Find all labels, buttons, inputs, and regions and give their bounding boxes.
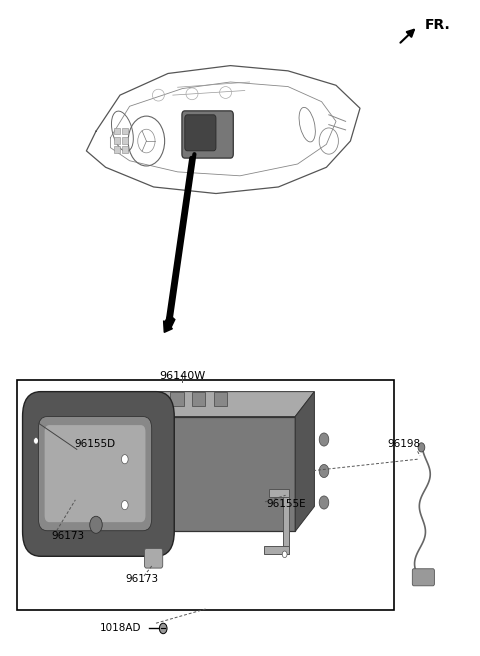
Circle shape bbox=[282, 551, 287, 558]
FancyBboxPatch shape bbox=[45, 425, 145, 522]
FancyArrow shape bbox=[164, 314, 175, 333]
Circle shape bbox=[319, 496, 329, 509]
FancyBboxPatch shape bbox=[412, 569, 434, 586]
Circle shape bbox=[319, 433, 329, 446]
Bar bbox=[283, 489, 289, 554]
FancyBboxPatch shape bbox=[122, 417, 295, 531]
Bar bbox=[170, 392, 184, 406]
Text: 96173: 96173 bbox=[52, 531, 85, 541]
Bar bbox=[149, 392, 162, 406]
Bar bbox=[114, 146, 120, 153]
Polygon shape bbox=[122, 392, 314, 417]
Bar bbox=[214, 392, 227, 406]
FancyBboxPatch shape bbox=[144, 548, 163, 568]
Bar bbox=[114, 137, 120, 144]
Bar bbox=[34, 420, 57, 428]
Bar bbox=[114, 128, 120, 134]
Polygon shape bbox=[295, 392, 314, 531]
Bar bbox=[269, 489, 289, 497]
Text: 96155E: 96155E bbox=[266, 499, 306, 508]
Circle shape bbox=[319, 464, 329, 478]
Bar bbox=[17, 380, 394, 610]
Circle shape bbox=[418, 443, 425, 452]
Circle shape bbox=[159, 623, 167, 634]
FancyBboxPatch shape bbox=[182, 111, 233, 158]
Circle shape bbox=[90, 516, 102, 533]
Bar bbox=[264, 546, 289, 554]
Bar bbox=[122, 128, 128, 134]
Circle shape bbox=[51, 420, 55, 426]
FancyBboxPatch shape bbox=[38, 417, 152, 531]
Circle shape bbox=[34, 438, 38, 444]
FancyBboxPatch shape bbox=[185, 115, 216, 151]
Text: 1018AD: 1018AD bbox=[100, 623, 142, 633]
Text: FR.: FR. bbox=[425, 18, 451, 32]
FancyBboxPatch shape bbox=[68, 483, 86, 502]
Circle shape bbox=[121, 501, 128, 510]
Text: 96140W: 96140W bbox=[159, 371, 205, 380]
Bar bbox=[192, 392, 205, 406]
FancyBboxPatch shape bbox=[23, 392, 174, 556]
Bar bbox=[122, 146, 128, 153]
Text: 96198: 96198 bbox=[387, 440, 420, 449]
Text: 96173: 96173 bbox=[125, 574, 158, 584]
Circle shape bbox=[121, 455, 128, 464]
Bar bbox=[34, 455, 57, 462]
Bar bbox=[34, 420, 39, 462]
Text: 96155D: 96155D bbox=[74, 440, 116, 449]
Bar bbox=[122, 137, 128, 144]
